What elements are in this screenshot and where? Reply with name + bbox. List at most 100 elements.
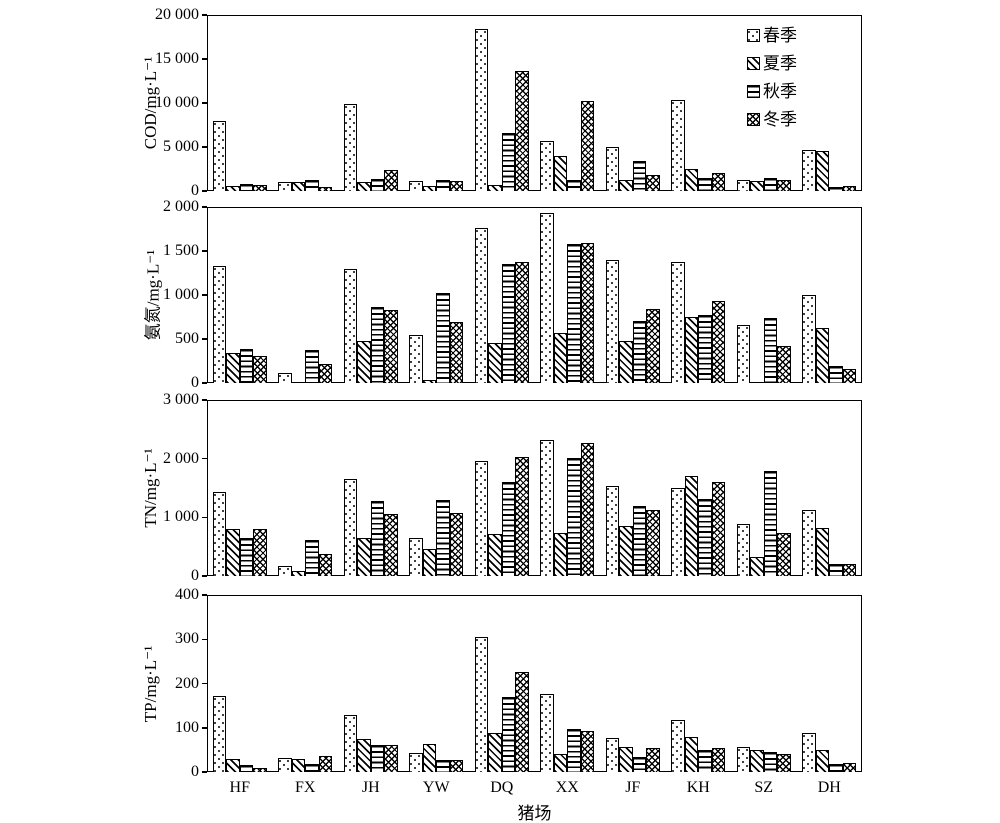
y-tick-mark [202,58,207,60]
bar-tp-DH-夏季 [815,749,830,772]
legend-label: 春季 [763,25,797,45]
y-tick-label: 1 000 [163,286,199,303]
y-tick-mark [202,638,207,640]
bar-nh3n-DH-春季 [802,295,816,383]
y-tick-label: 100 [175,718,199,736]
bar-tp-JF-夏季 [619,746,633,772]
x-tick-label-KH: KH [686,779,710,796]
bar-tp-HF-夏季 [226,758,240,772]
y-tick-mark [202,594,207,596]
y-tick-mark [202,727,207,729]
bar-tp-XX-秋季 [567,728,581,772]
y-tick-mark [202,516,207,519]
bar-tn-HF-夏季 [226,529,240,576]
x-tick-label-JH: JH [361,779,380,796]
legend-label: 秋季 [763,81,797,101]
bar-tp-JH-秋季 [370,745,385,772]
bar-nh3n-YW-夏季 [422,380,437,383]
bar-cod-FX-春季 [278,182,292,191]
bar-tn-DH-夏季 [815,528,830,576]
bar-nh3n-JH-冬季 [384,309,398,383]
bar-tp-XX-冬季 [580,730,595,772]
bar-tn-JF-春季 [605,486,620,576]
bar-tn-DQ-春季 [474,461,489,576]
bar-nh3n-JF-冬季 [646,309,660,383]
bar-nh3n-FX-春季 [278,373,292,383]
y-tick-label: 10 000 [155,94,199,111]
bar-tp-XX-春季 [540,693,554,772]
legend-entry-dots: 春季 [747,21,797,49]
bar-tn-KH-冬季 [711,482,726,576]
bar-cod-XX-秋季 [567,179,581,191]
legend-label: 冬季 [763,109,797,129]
bar-nh3n-DQ-春季 [474,228,489,383]
y-axis-title-tn: TN/mg·L⁻¹ [141,448,160,528]
bar-tn-DH-冬季 [842,563,857,576]
bar-nh3n-HF-秋季 [239,348,254,383]
bar-cod-JH-春季 [343,103,358,191]
cod-panel [207,15,862,191]
bar-nh3n-KH-冬季 [711,301,726,383]
bar-cod-YW-春季 [409,181,423,191]
bar-nh3n-DH-夏季 [815,328,830,383]
bar-tp-KH-秋季 [698,749,712,772]
bar-tp-SZ-秋季 [763,752,778,772]
bar-nh3n-HF-夏季 [226,353,240,383]
bar-tn-YW-夏季 [422,549,437,576]
bar-tn-DQ-秋季 [501,482,516,576]
bar-cod-JF-夏季 [619,179,633,191]
bar-tn-YW-春季 [409,537,423,576]
horiz-pattern-swatch-icon [747,84,760,98]
bar-nh3n-DQ-冬季 [515,262,529,383]
y-tick-label: 20 000 [155,6,199,23]
bar-tn-XX-秋季 [567,458,581,576]
bar-tn-KH-秋季 [698,498,712,576]
y-tick-mark [202,294,207,296]
bar-tp-DQ-春季 [474,637,489,772]
y-tick-mark [202,102,207,104]
bar-tn-FX-秋季 [305,539,319,576]
bar-tn-JF-冬季 [646,509,660,576]
bar-nh3n-JF-夏季 [619,340,633,383]
y-tick-mark [202,190,207,192]
y-tick-mark [202,206,207,208]
y-tick-label: 0 [191,763,199,780]
bar-tn-JF-夏季 [619,526,633,576]
bar-tp-SZ-冬季 [777,753,791,772]
y-tick-label: 2 000 [163,449,199,467]
bar-tp-FX-秋季 [305,764,319,772]
bar-cod-YW-冬季 [449,181,464,191]
bar-cod-DH-冬季 [842,185,857,191]
bar-tp-DH-春季 [802,733,816,772]
bar-nh3n-JF-秋季 [632,321,647,383]
bar-tn-FX-夏季 [291,570,306,576]
legend-label: 夏季 [763,53,797,73]
bar-cod-FX-冬季 [318,186,333,191]
bar-tp-FX-夏季 [291,758,306,772]
bar-tn-JF-秋季 [632,505,647,576]
x-tick-label-FX: FX [295,779,316,796]
bar-tn-JH-冬季 [384,513,398,576]
bar-tp-KH-夏季 [684,736,699,772]
tp-panel [207,595,862,772]
bar-tp-DQ-夏季 [488,733,502,772]
x-tick-label-JF: JF [625,779,641,796]
bar-tn-FX-春季 [278,566,292,576]
bar-cod-KH-冬季 [711,172,726,191]
y-tick-label: 5 000 [163,138,199,155]
bar-tn-SZ-冬季 [777,533,791,576]
bar-tp-JF-秋季 [632,757,647,772]
bar-nh3n-XX-冬季 [580,243,595,383]
x-tick-label-DH: DH [817,779,841,796]
cross-pattern-swatch-icon [747,112,760,126]
bar-nh3n-DQ-秋季 [501,264,516,383]
x-axis-title: 猪场 [517,804,552,823]
bar-cod-DQ-秋季 [501,132,516,191]
x-tick-label-XX: XX [555,779,579,796]
bar-tn-XX-春季 [540,439,554,576]
y-tick-mark [202,682,207,685]
bar-cod-JF-秋季 [632,161,647,191]
bar-tn-SZ-秋季 [763,470,778,576]
legend-entry-diag: 夏季 [747,49,797,77]
y-axis-title-tp: TP/mg·L⁻¹ [141,645,160,722]
